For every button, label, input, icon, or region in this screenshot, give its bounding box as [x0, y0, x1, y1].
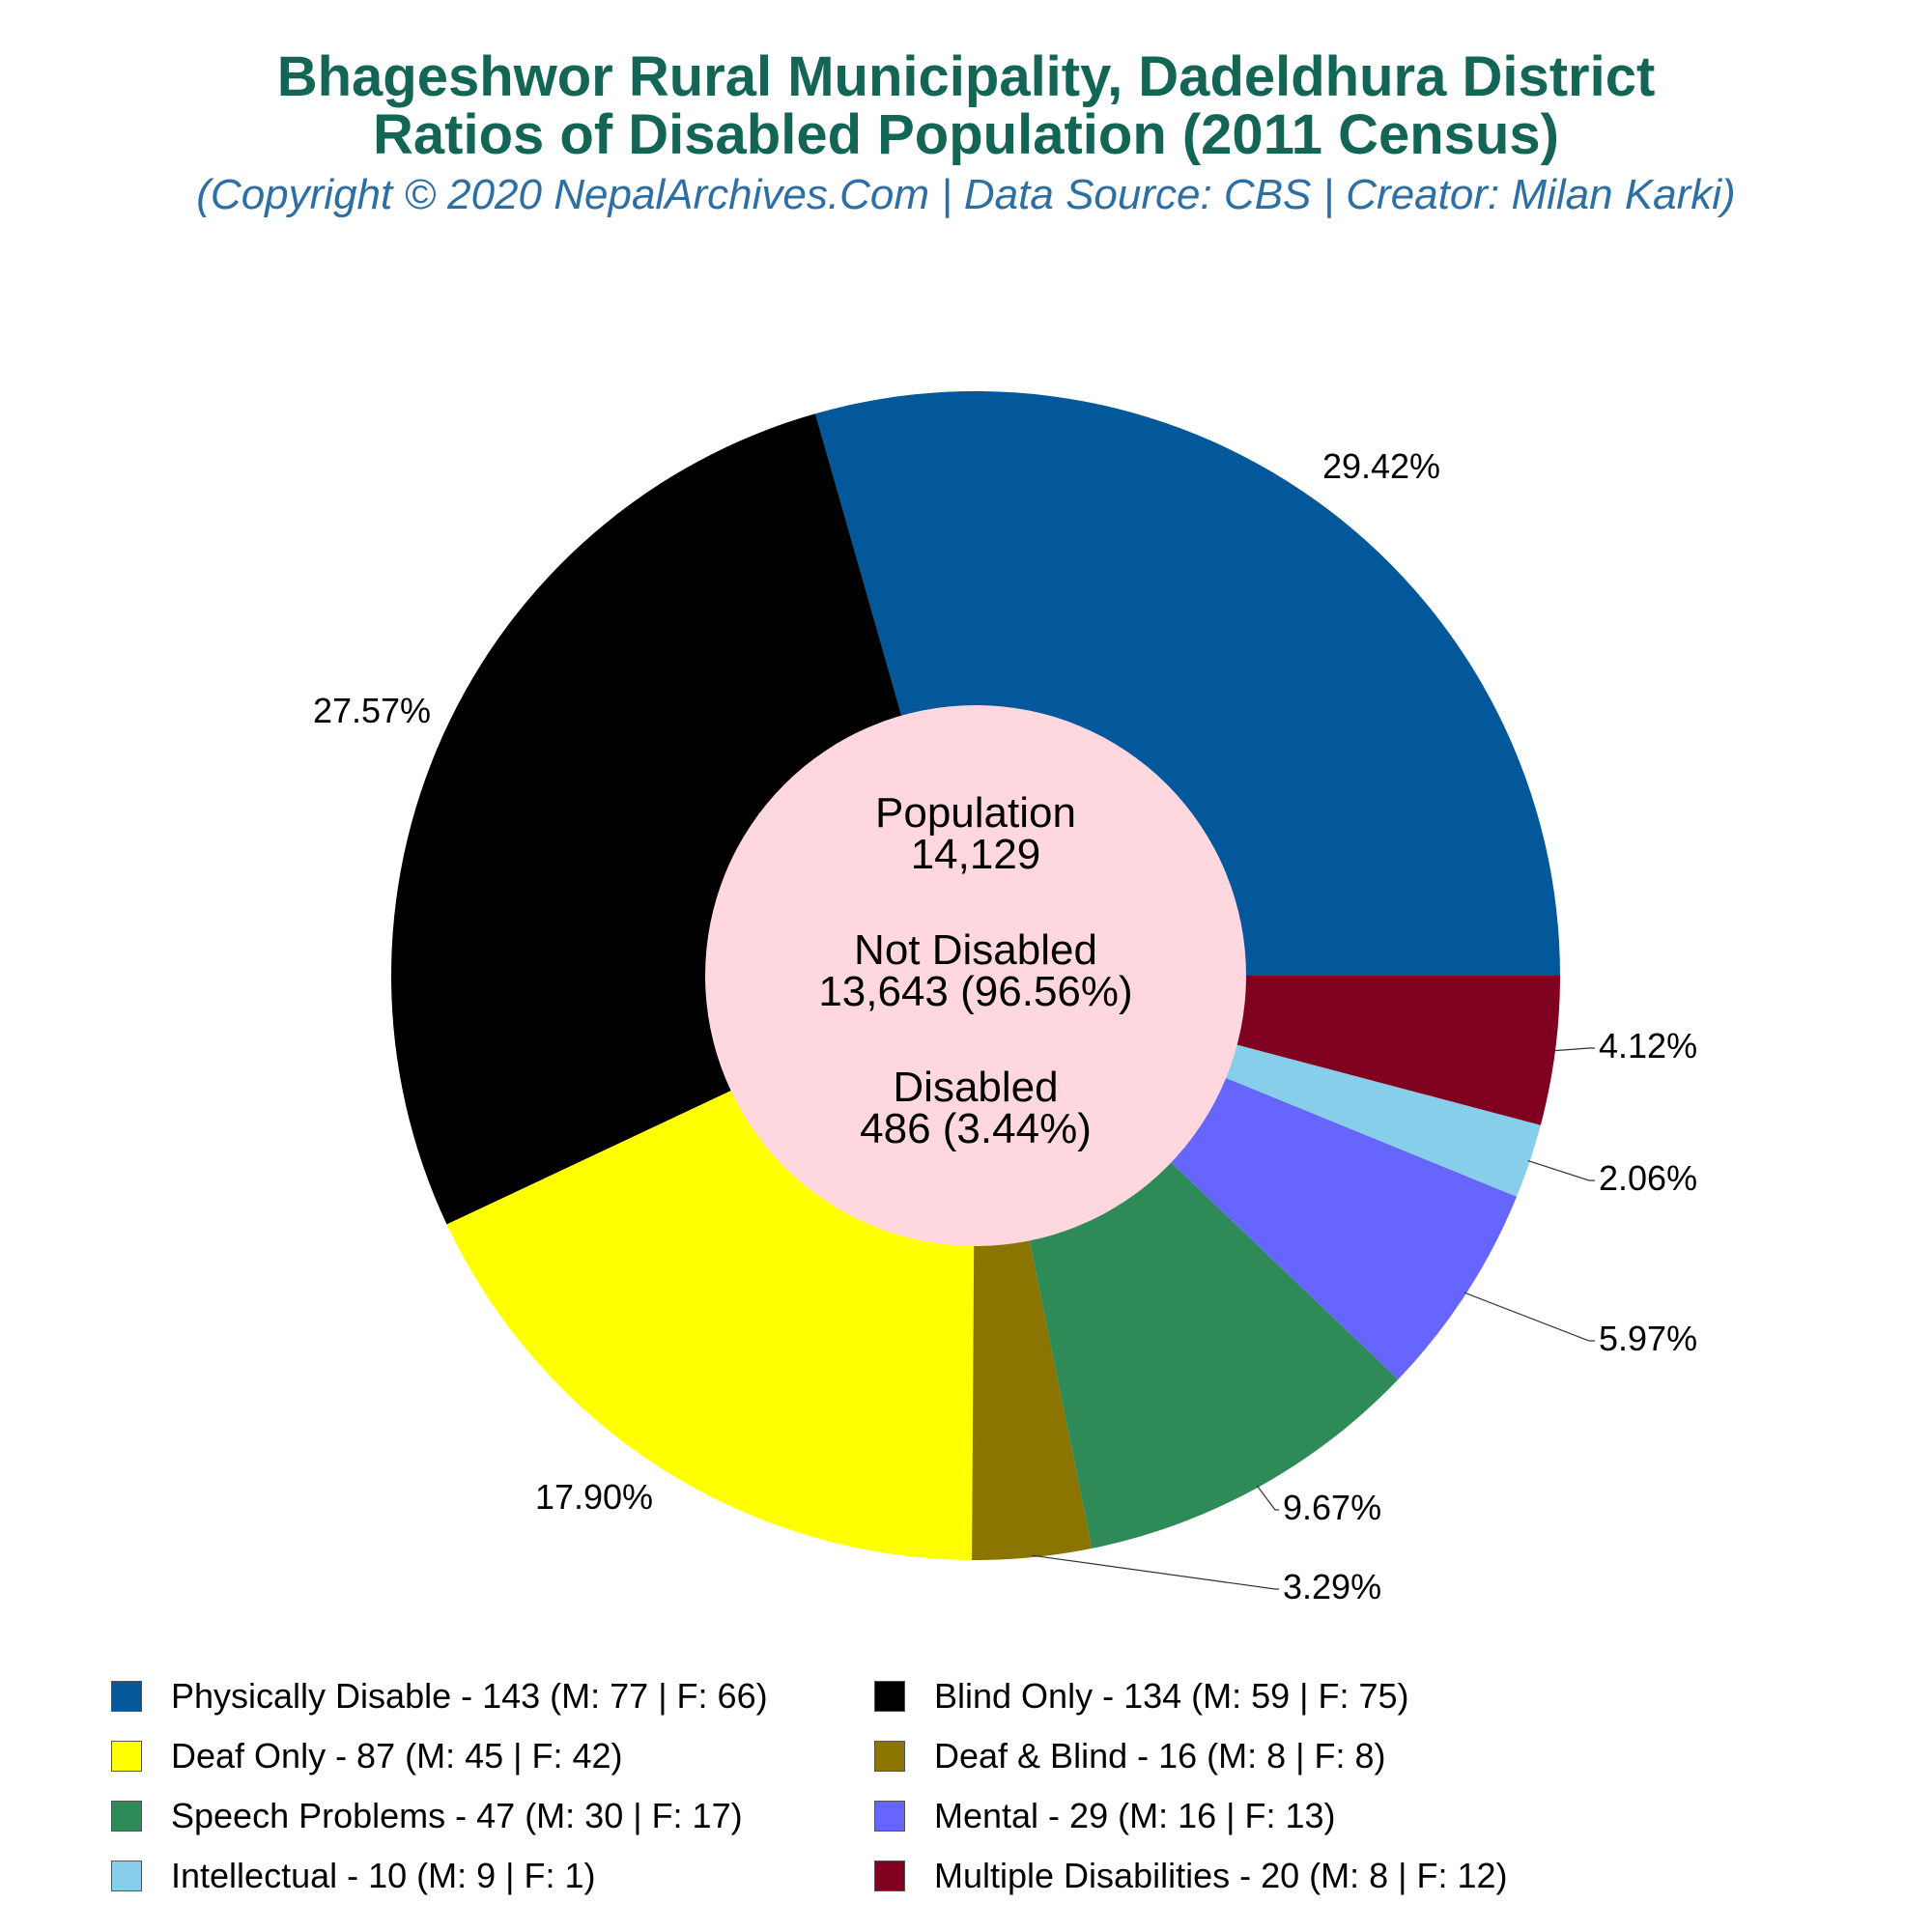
pct-label: 5.97% — [1599, 1319, 1697, 1358]
center-population-value: 14,129 — [911, 831, 1041, 878]
legend-swatch — [874, 1861, 905, 1891]
chart-title-line2: Ratios of Disabled Population (2011 Cens… — [373, 103, 1559, 166]
legend-swatch — [874, 1801, 905, 1832]
legend-swatch — [111, 1741, 142, 1772]
legend-item: Deaf & Blind - 16 (M: 8 | F: 8) — [874, 1736, 1744, 1776]
legend-item: Physically Disable - 143 (M: 77 | F: 66) — [111, 1676, 874, 1717]
legend-swatch — [874, 1741, 905, 1772]
legend-swatch — [111, 1861, 142, 1891]
pct-label: 4.12% — [1599, 1026, 1697, 1065]
pct-label: 29.42% — [1322, 446, 1440, 486]
leader-line — [1256, 1485, 1279, 1511]
pct-label: 2.06% — [1599, 1158, 1697, 1198]
legend-label: Speech Problems - 47 (M: 30 | F: 17) — [171, 1796, 743, 1835]
legend-item: Multiple Disabilities - 20 (M: 8 | F: 12… — [874, 1856, 1744, 1896]
pct-label: 27.57% — [313, 691, 431, 730]
legend-item: Deaf Only - 87 (M: 45 | F: 42) — [111, 1736, 874, 1776]
center-disabled-label: Disabled — [893, 1064, 1058, 1111]
legend-label: Mental - 29 (M: 16 | F: 13) — [934, 1796, 1336, 1835]
legend-swatch — [111, 1681, 142, 1712]
center-not-disabled-label: Not Disabled — [854, 926, 1097, 974]
legend-swatch — [111, 1801, 142, 1832]
legend-label: Blind Only - 134 (M: 59 | F: 75) — [934, 1676, 1409, 1716]
leader-line — [1527, 1159, 1595, 1181]
pct-label: 9.67% — [1283, 1488, 1381, 1527]
leader-line — [1463, 1292, 1595, 1342]
legend-item: Speech Problems - 47 (M: 30 | F: 17) — [111, 1796, 874, 1836]
legend-label: Deaf Only - 87 (M: 45 | F: 42) — [171, 1736, 623, 1776]
chart-subtitle: (Copyright © 2020 NepalArchives.Com | Da… — [196, 171, 1736, 218]
legend-swatch — [874, 1681, 905, 1712]
legend-label: Deaf & Blind - 16 (M: 8 | F: 8) — [934, 1736, 1386, 1776]
center-circle — [705, 705, 1246, 1246]
pct-label: 17.90% — [535, 1477, 653, 1517]
pct-label: 3.29% — [1283, 1567, 1381, 1606]
donut-chart: 29.42% 27.57% 17.90% 3.29% 9.67% 5.97% 2.06% 4.… — [313, 391, 1697, 1606]
chart-title-line1: Bhageshwor Rural Municipality, Dadeldhur… — [276, 45, 1656, 108]
legend: Physically Disable - 143 (M: 77 | F: 66)… — [111, 1676, 1850, 1896]
legend-label: Intellectual - 10 (M: 9 | F: 1) — [171, 1856, 596, 1895]
legend-item: Mental - 29 (M: 16 | F: 13) — [874, 1796, 1744, 1836]
center-population-label: Population — [875, 789, 1076, 837]
legend-item: Blind Only - 134 (M: 59 | F: 75) — [874, 1676, 1744, 1717]
legend-label: Physically Disable - 143 (M: 77 | F: 66) — [171, 1676, 768, 1716]
legend-item: Intellectual - 10 (M: 9 | F: 1) — [111, 1856, 874, 1896]
center-not-disabled-value: 13,643 (96.56%) — [818, 968, 1132, 1015]
leader-line — [1552, 1047, 1595, 1052]
legend-label: Multiple Disabilities - 20 (M: 8 | F: 12… — [934, 1856, 1508, 1895]
center-disabled-value: 486 (3.44%) — [860, 1105, 1092, 1152]
leader-line — [1032, 1554, 1279, 1590]
